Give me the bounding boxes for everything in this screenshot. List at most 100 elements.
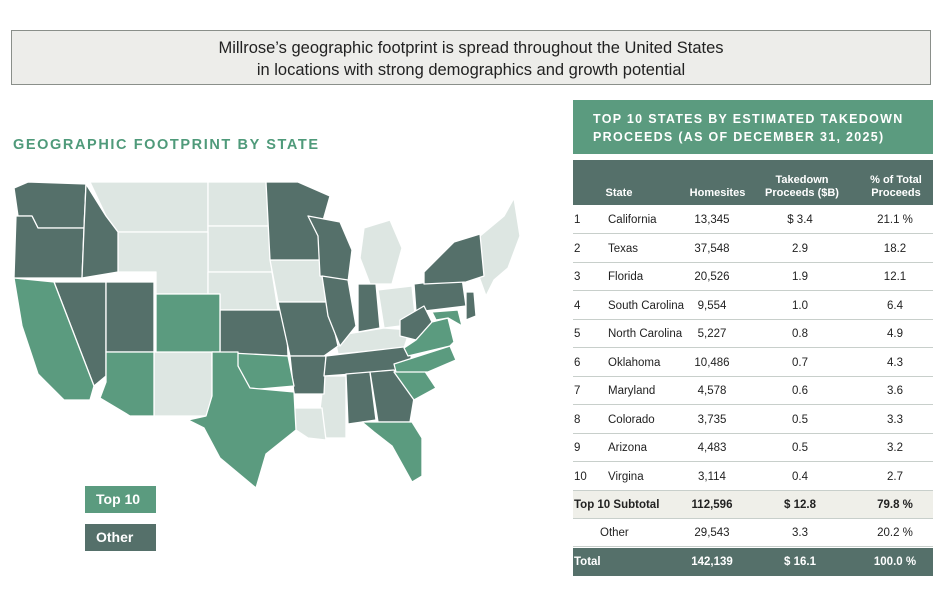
- map-title: GEOGRAPHIC FOOTPRINT BY STATE: [13, 137, 320, 153]
- row-proceeds: $ 3.4: [787, 214, 813, 226]
- row-pct: 6.4: [887, 299, 903, 312]
- header-pct-line-1: % of Total: [870, 174, 922, 186]
- table-row: 10 Virgina 3,114 0.4 2.7: [573, 463, 933, 491]
- state-missouri: [277, 301, 339, 357]
- header-homesites: Homesites: [689, 187, 746, 199]
- other-label: Other: [600, 527, 629, 539]
- row-proceeds: 0.6: [792, 385, 808, 397]
- header-proceeds-line-1: Takedown: [775, 174, 829, 186]
- row-rank: 9: [574, 442, 581, 454]
- state-north-dakota: [207, 181, 271, 227]
- row-proceeds: 0.7: [792, 356, 808, 369]
- row-rank: 2: [574, 242, 581, 255]
- row-proceeds: 2.9: [792, 242, 808, 255]
- row-rank: 4: [574, 299, 581, 312]
- other-pct: 20.2 %: [877, 527, 913, 539]
- state-idaho: [81, 183, 119, 279]
- row-homesites: 3,114: [698, 470, 726, 483]
- row-proceeds: 0.4: [792, 470, 808, 483]
- table-title-line-1: TOP 10 STATES BY ESTIMATED TAKEDOWN: [593, 112, 904, 126]
- total-pct: 100.0 %: [873, 556, 917, 568]
- table-row: 6 Oklahoma 10,486 0.7 4.3: [573, 349, 933, 377]
- legend-other-label: Other: [96, 529, 134, 545]
- table-row: 2 Texas 37,548 2.9 18.2: [573, 235, 933, 263]
- header-pct: % of Total Proceeds: [861, 174, 931, 200]
- row-rank: 10: [574, 470, 587, 483]
- row-homesites: 13,345: [694, 214, 730, 226]
- row-state: Arizona: [608, 442, 647, 454]
- table-title-line-2: PROCEEDS (AS OF DECEMBER 31, 2025): [593, 130, 885, 144]
- row-pct: 4.9: [887, 328, 903, 340]
- row-homesites: 9,554: [697, 299, 727, 312]
- state-illinois: [321, 275, 357, 347]
- row-state: California: [608, 214, 657, 226]
- total-homesites: 142,139: [691, 556, 733, 568]
- state-texas: [187, 351, 297, 489]
- us-map: [8, 176, 558, 496]
- row-homesites: 10,486: [694, 356, 730, 369]
- row-pct: 3.2: [887, 442, 903, 454]
- row-rank: 3: [574, 271, 581, 283]
- row-pct: 12.1: [883, 271, 907, 283]
- table-row: 7 Maryland 4,578 0.6 3.6: [573, 377, 933, 405]
- row-proceeds: 0.5: [792, 442, 808, 454]
- legend-top10-label: Top 10: [96, 491, 141, 507]
- table-row: 5 North Carolina 5,227 0.8 4.9: [573, 320, 933, 348]
- other-proceeds: 3.3: [792, 527, 808, 539]
- state-south-dakota: [207, 225, 273, 273]
- row-proceeds: 0.5: [792, 413, 808, 426]
- row-homesites: 4,578: [697, 385, 727, 397]
- row-pct: 21.1 %: [877, 214, 913, 226]
- header-pct-line-2: Proceeds: [871, 187, 921, 199]
- state-michigan: [359, 219, 403, 285]
- other-homesites: 29,543: [694, 527, 730, 539]
- state-new-mexico: [153, 351, 213, 417]
- table-row: 8 Colorado 3,735 0.5 3.3: [573, 406, 933, 434]
- state-colorado: [155, 293, 221, 353]
- total-proceeds: $ 16.1: [784, 556, 816, 568]
- state-new-jersey: [465, 291, 477, 321]
- row-pct: 3.3: [887, 413, 903, 426]
- row-proceeds: 0.8: [792, 328, 808, 340]
- row-state: Colorado: [608, 413, 655, 426]
- other-row: Other 29,543 3.3 20.2 %: [573, 519, 933, 547]
- total-label: Total: [574, 556, 601, 568]
- state-new-york: [423, 233, 485, 285]
- state-california: [13, 277, 95, 401]
- row-state: Texas: [608, 242, 639, 255]
- row-rank: 6: [574, 356, 581, 369]
- subtotal-row: Top 10 Subtotal 112,596 $ 12.8 79.8 %: [573, 491, 933, 519]
- state-indiana: [357, 283, 381, 333]
- row-state: North Carolina: [608, 328, 683, 340]
- row-rank: 8: [574, 413, 581, 426]
- table-row: 1 California 13,345 $ 3.4 21.1 %: [573, 206, 933, 234]
- total-row: Total 142,139 $ 16.1 100.0 %: [573, 548, 933, 576]
- row-pct: 18.2: [883, 242, 907, 255]
- state-new-england: [477, 197, 521, 297]
- headline-banner: Millrose’s geographic footprint is sprea…: [11, 30, 931, 85]
- row-pct: 4.3: [887, 356, 903, 369]
- header-proceeds: Takedown Proceeds ($B): [759, 174, 845, 200]
- state-arizona: [99, 351, 155, 417]
- row-rank: 1: [574, 214, 581, 226]
- state-florida: [361, 421, 423, 483]
- us-map-svg: [13, 181, 521, 489]
- table-header: State Homesites Takedown Proceeds ($B) %…: [573, 160, 933, 205]
- legend-top10: Top 10: [85, 486, 156, 513]
- subtotal-label: Top 10 Subtotal: [574, 499, 660, 511]
- state-maryland: [431, 309, 463, 327]
- row-homesites: 5,227: [697, 328, 727, 340]
- row-proceeds: 1.0: [792, 299, 808, 312]
- state-iowa: [269, 259, 327, 303]
- table-row: 4 South Carolina 9,554 1.0 6.4: [573, 292, 933, 320]
- row-pct: 2.7: [887, 470, 903, 483]
- row-homesites: 3,735: [697, 413, 727, 426]
- state-north-carolina: [393, 345, 457, 373]
- row-homesites: 20,526: [694, 271, 730, 283]
- legend-other: Other: [85, 524, 156, 551]
- state-arkansas: [289, 355, 327, 395]
- row-state: Maryland: [608, 385, 656, 397]
- row-state: South Carolina: [608, 299, 685, 312]
- row-rank: 5: [574, 328, 581, 340]
- subtotal-homesites: 112,596: [691, 499, 733, 511]
